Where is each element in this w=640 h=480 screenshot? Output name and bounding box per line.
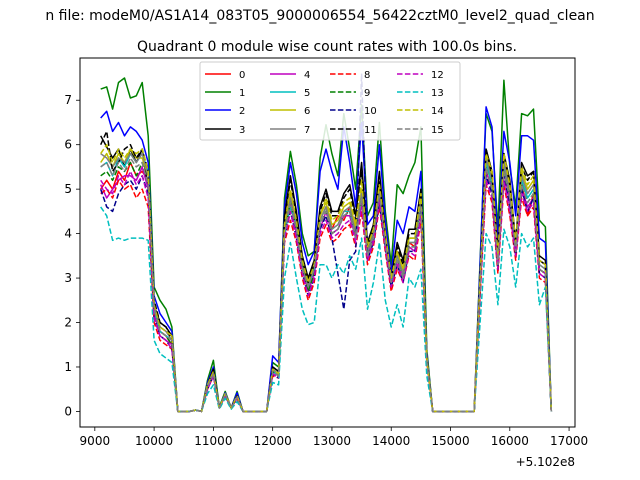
- x-tick-label: 11000: [194, 434, 232, 448]
- y-tick-label: 3: [64, 271, 72, 285]
- y-tick-label: 4: [64, 227, 72, 241]
- y-tick-label: 7: [64, 93, 72, 107]
- legend-label-1: 1: [239, 88, 245, 99]
- legend-label-7: 7: [304, 125, 310, 136]
- y-tick-label: 1: [64, 360, 72, 374]
- x-axis: 9000 10000 11000 12000 13000 14000 15000 16000 1…: [80, 427, 588, 448]
- legend-label-12: 12: [431, 70, 444, 81]
- x-tick-label: 16000: [491, 434, 529, 448]
- x-tick-label: 9000: [80, 434, 111, 448]
- legend-label-14: 14: [431, 106, 444, 117]
- y-tick-label: 6: [64, 138, 72, 152]
- legend-label-9: 9: [364, 88, 370, 99]
- y-axis: 0 1 2 3 4 5 6 7: [64, 93, 80, 418]
- legend-label-11: 11: [364, 125, 377, 136]
- legend-label-6: 6: [304, 106, 310, 117]
- x-tick-label: 15000: [431, 434, 469, 448]
- series-line-15: [100, 157, 553, 413]
- y-tick-label: 0: [64, 404, 72, 418]
- x-tick-label: 13000: [313, 434, 351, 448]
- x-tick-label: 14000: [372, 434, 410, 448]
- legend-label-5: 5: [304, 88, 310, 99]
- y-tick-label: 2: [64, 316, 72, 330]
- legend-label-3: 3: [239, 125, 245, 136]
- legend-label-13: 13: [431, 88, 444, 99]
- legend-label-2: 2: [239, 106, 245, 117]
- series-layer: [99, 72, 553, 413]
- legend-label-8: 8: [364, 70, 370, 81]
- x-tick-label: 17000: [550, 434, 588, 448]
- figure-suptitle: n file: modeM0/AS1A14_083T05_9000006554_…: [45, 8, 594, 24]
- x-tick-label: 10000: [135, 434, 173, 448]
- axes-frame: [79, 57, 576, 428]
- legend-label-15: 15: [431, 125, 444, 136]
- x-tick-label: 12000: [254, 434, 292, 448]
- y-tick-label: 5: [64, 182, 72, 196]
- plot-area: 9000 10000 11000 12000 13000 14000 15000 16000 1…: [64, 57, 588, 469]
- x-offset-label: +5.102e8: [516, 455, 575, 469]
- legend-label-4: 4: [304, 70, 310, 81]
- legend-label-0: 0: [239, 70, 245, 81]
- legend-label-10: 10: [364, 106, 377, 117]
- chart-title: Quadrant 0 module wise count rates with …: [137, 39, 517, 55]
- legend-box: [199, 61, 461, 141]
